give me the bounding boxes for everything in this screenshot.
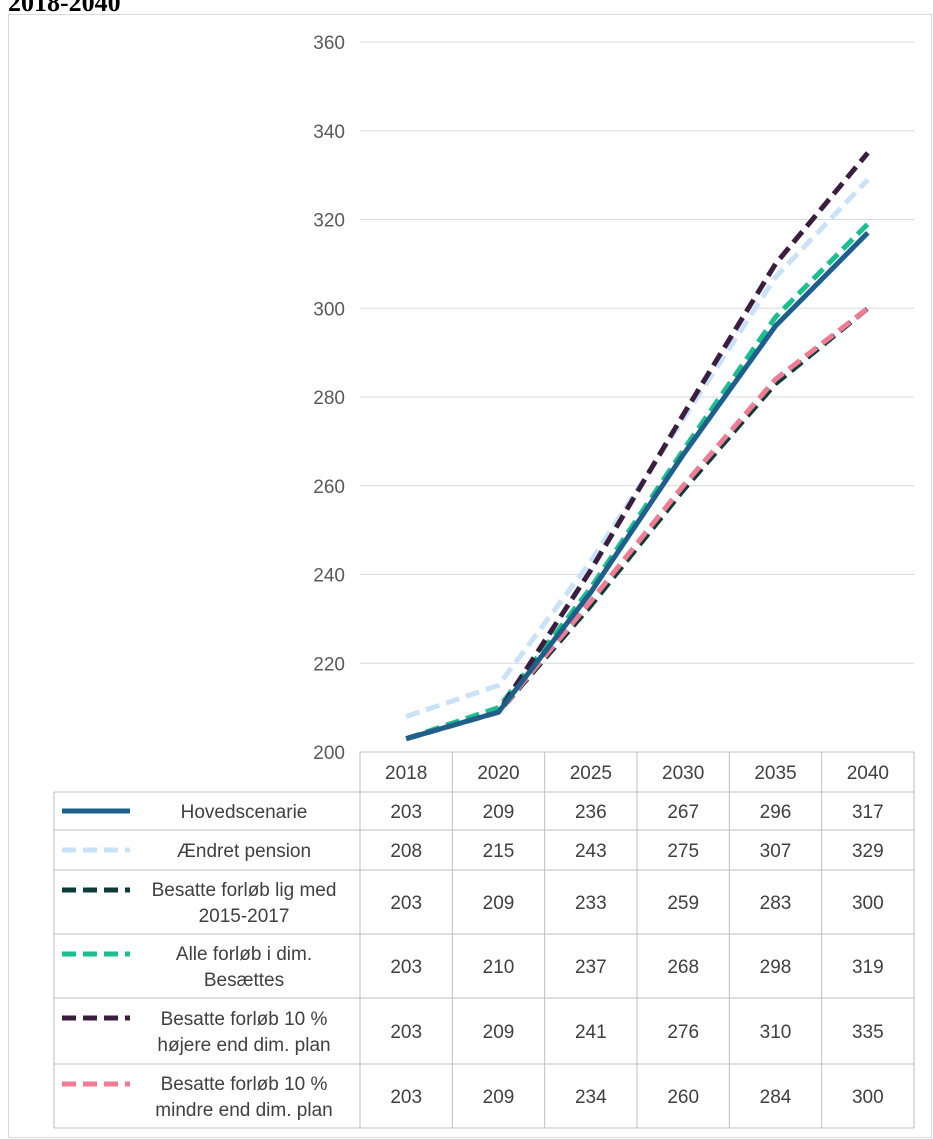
data-value: 298 (760, 957, 792, 978)
data-value: 260 (667, 1087, 699, 1108)
data-value: 317 (852, 802, 884, 823)
data-value: 237 (575, 957, 607, 978)
series-line (405, 177, 870, 719)
data-value: 275 (667, 841, 699, 862)
x-tick-label: 2018 (385, 763, 427, 784)
legend-label: Ændret pension (177, 841, 311, 862)
y-tick-label: 360 (313, 33, 345, 54)
data-value: 209 (483, 802, 515, 823)
data-value: 283 (760, 893, 792, 914)
data-value: 307 (760, 841, 792, 862)
data-value: 203 (390, 957, 422, 978)
data-value: 335 (852, 1022, 884, 1043)
legend-label: Besatte forløb lig med (152, 880, 337, 901)
data-value: 300 (852, 893, 884, 914)
data-value: 284 (760, 1087, 792, 1108)
chart-frame (8, 14, 932, 1138)
y-tick-label: 200 (313, 743, 345, 764)
legend-label: Hovedscenarie (181, 802, 308, 823)
data-value: 209 (483, 1087, 515, 1108)
chart-title: 2018-2040 (8, 0, 121, 17)
legend-label: Alle forløb i dim. (176, 944, 312, 965)
data-value: 209 (483, 893, 515, 914)
series-line (405, 306, 870, 742)
data-value: 267 (667, 802, 699, 823)
legend-label: 2015-2017 (199, 906, 290, 927)
data-value: 268 (667, 957, 699, 978)
data-value: 276 (667, 1022, 699, 1043)
data-value: 236 (575, 802, 607, 823)
data-value: 210 (483, 957, 515, 978)
data-value: 319 (852, 957, 884, 978)
x-tick-label: 2040 (847, 763, 889, 784)
y-tick-label: 340 (313, 122, 345, 143)
legend-label: mindre end dim. plan (155, 1100, 332, 1121)
series-line (405, 222, 870, 742)
legend-label: Besatte forløb 10 % (161, 1009, 328, 1030)
data-value: 203 (390, 1022, 422, 1043)
y-tick-label: 220 (313, 654, 345, 675)
series-line (405, 151, 870, 742)
data-value: 209 (483, 1022, 515, 1043)
data-value: 203 (390, 893, 422, 914)
legend-label: Besættes (204, 970, 284, 991)
y-tick-label: 320 (313, 211, 345, 232)
data-value: 234 (575, 1087, 607, 1108)
x-tick-label: 2020 (477, 763, 519, 784)
data-value: 259 (667, 893, 699, 914)
data-value: 243 (575, 841, 607, 862)
y-tick-label: 300 (313, 299, 345, 320)
data-value: 233 (575, 893, 607, 914)
data-value: 215 (483, 841, 515, 862)
y-tick-label: 280 (313, 388, 345, 409)
data-value: 208 (390, 841, 422, 862)
data-value: 310 (760, 1022, 792, 1043)
data-value: 329 (852, 841, 884, 862)
data-value: 203 (390, 1087, 422, 1108)
data-value: 241 (575, 1022, 607, 1043)
data-value: 296 (760, 802, 792, 823)
x-tick-label: 2035 (754, 763, 796, 784)
x-tick-label: 2025 (570, 763, 612, 784)
legend-label: Besatte forløb 10 % (161, 1074, 328, 1095)
legend-label: højere end dim. plan (157, 1035, 330, 1056)
series-line (405, 231, 870, 742)
y-tick-label: 260 (313, 477, 345, 498)
data-value: 203 (390, 802, 422, 823)
x-tick-label: 2030 (662, 763, 704, 784)
data-value: 300 (852, 1087, 884, 1108)
y-tick-label: 240 (313, 566, 345, 587)
